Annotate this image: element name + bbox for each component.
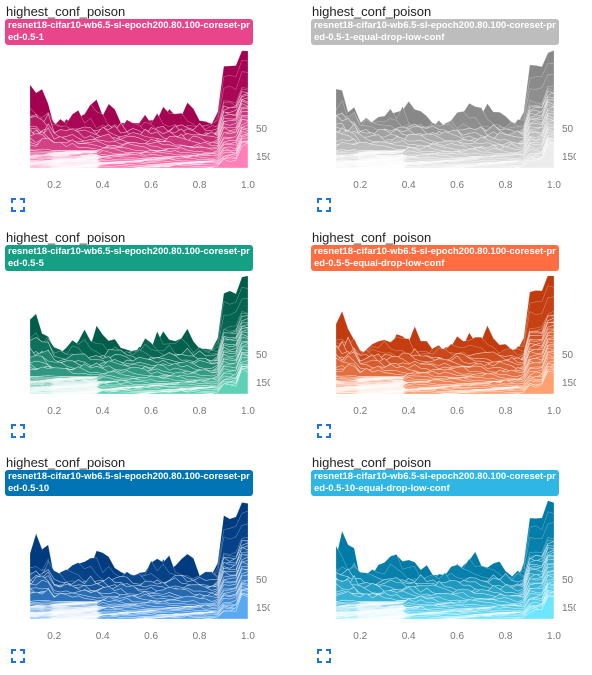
- y-tick-label: 50: [562, 124, 574, 135]
- run-tag: resnet18-cifar10-wb6.5-sl-epoch200.80.10…: [311, 245, 559, 271]
- card-title: highest_conf_poison: [312, 4, 432, 19]
- card-title: highest_conf_poison: [6, 4, 126, 19]
- card-title: highest_conf_poison: [6, 230, 126, 245]
- histogram-slice: [335, 570, 555, 604]
- x-tick-label: 1.0: [547, 631, 561, 642]
- x-tick-label: 0.6: [450, 406, 464, 417]
- x-tick-label: 1.0: [241, 406, 255, 417]
- y-tick-label: 50: [256, 575, 268, 586]
- y-tick-label: 50: [562, 350, 574, 361]
- histogram-card: highest_conf_poison resnet18-cifar10-wb6.…: [0, 0, 290, 220]
- y-tick-label: 150: [562, 378, 576, 389]
- ridgeline-chart: 0.2 0.4 0.6 0.8 1.0 50 150: [335, 276, 576, 417]
- histogram-card: highest_conf_poison resnet18-cifar10-wb6.…: [0, 226, 290, 446]
- expand-icon[interactable]: [11, 649, 25, 663]
- x-tick-label: 0.6: [450, 631, 464, 642]
- x-tick-label: 0.8: [193, 406, 207, 417]
- histogram-slice: [335, 104, 555, 146]
- histogram-card: highest_conf_poison resnet18-cifar10-wb6.…: [306, 226, 592, 446]
- run-tag: resnet18-cifar10-wb6.5-sl-epoch200.80.10…: [5, 470, 253, 496]
- run-tag: resnet18-cifar10-wb6.5-sl-epoch200.80.10…: [311, 470, 559, 496]
- card-title: highest_conf_poison: [6, 455, 126, 470]
- histogram-slice: [335, 314, 555, 363]
- run-tag: resnet18-cifar10-wb6.5-sl-epoch200.80.10…: [5, 19, 253, 45]
- x-tick-label: 0.4: [96, 406, 110, 417]
- ridgeline-chart: 0.2 0.4 0.6 0.8 1.0 50 150: [335, 501, 576, 642]
- ridgeline-chart: 0.2 0.4 0.6 0.8 1.0 50 150: [29, 276, 270, 417]
- y-tick-label: 150: [562, 603, 576, 614]
- histogram-slice: [29, 298, 249, 361]
- x-tick-label: 0.8: [499, 406, 513, 417]
- x-tick-label: 0.8: [193, 180, 207, 191]
- expand-icon[interactable]: [317, 198, 331, 212]
- x-tick-label: 0.6: [144, 631, 158, 642]
- run-tag: resnet18-cifar10-wb6.5-sl-epoch200.80.10…: [311, 19, 559, 45]
- x-tick-label: 0.4: [402, 406, 416, 417]
- y-tick-label: 50: [256, 350, 268, 361]
- x-tick-label: 0.2: [47, 180, 61, 191]
- x-tick-label: 0.2: [353, 406, 367, 417]
- x-tick-label: 0.2: [47, 631, 61, 642]
- x-tick-label: 0.2: [47, 406, 61, 417]
- y-tick-label: 50: [562, 575, 574, 586]
- run-tag: resnet18-cifar10-wb6.5-sl-epoch200.80.10…: [5, 245, 253, 271]
- histogram-slice: [335, 370, 555, 395]
- ridgeline-chart: 0.2 0.4 0.6 0.8 1.0 50 150: [29, 502, 270, 642]
- histogram-slice: [29, 593, 249, 620]
- x-tick-label: 0.8: [499, 180, 513, 191]
- histogram-slice: [335, 87, 555, 137]
- histogram-card: highest_conf_poison resnet18-cifar10-wb6.…: [0, 451, 290, 671]
- card-title: highest_conf_poison: [312, 455, 432, 470]
- y-tick-label: 150: [256, 378, 270, 389]
- x-tick-label: 1.0: [241, 180, 255, 191]
- y-tick-label: 50: [256, 124, 268, 135]
- x-tick-label: 0.4: [96, 631, 110, 642]
- histogram-slice: [335, 596, 555, 620]
- x-tick-label: 1.0: [547, 406, 561, 417]
- x-tick-label: 0.6: [450, 180, 464, 191]
- x-tick-label: 1.0: [547, 180, 561, 191]
- x-tick-label: 0.8: [193, 631, 207, 642]
- expand-icon[interactable]: [317, 649, 331, 663]
- ridgeline-chart: 0.2 0.4 0.6 0.8 1.0 50 150: [29, 50, 270, 191]
- histogram-card: highest_conf_poison resnet18-cifar10-wb6.…: [306, 0, 592, 220]
- y-tick-label: 150: [562, 152, 576, 163]
- y-tick-label: 150: [256, 152, 270, 163]
- x-tick-label: 0.6: [144, 180, 158, 191]
- histogram-card: highest_conf_poison resnet18-cifar10-wb6.…: [306, 451, 592, 671]
- histogram-slice: [335, 73, 555, 135]
- y-tick-label: 150: [256, 603, 270, 614]
- x-tick-label: 0.2: [353, 180, 367, 191]
- x-tick-label: 0.4: [402, 631, 416, 642]
- expand-icon[interactable]: [317, 424, 331, 438]
- card-title: highest_conf_poison: [312, 230, 432, 245]
- histogram-slice: [29, 368, 249, 395]
- x-tick-label: 0.4: [402, 180, 416, 191]
- expand-icon[interactable]: [11, 424, 25, 438]
- x-tick-label: 1.0: [241, 631, 255, 642]
- histogram-slice: [335, 521, 555, 586]
- histogram-slice: [29, 142, 249, 169]
- x-tick-label: 0.4: [96, 180, 110, 191]
- ridgeline-chart: 0.2 0.4 0.6 0.8 1.0 50 150: [335, 50, 576, 191]
- histogram-slice: [29, 50, 249, 133]
- x-tick-label: 0.8: [499, 631, 513, 642]
- x-tick-label: 0.2: [353, 631, 367, 642]
- expand-icon[interactable]: [11, 198, 25, 212]
- x-tick-label: 0.6: [144, 406, 158, 417]
- histogram-slice: [335, 144, 555, 169]
